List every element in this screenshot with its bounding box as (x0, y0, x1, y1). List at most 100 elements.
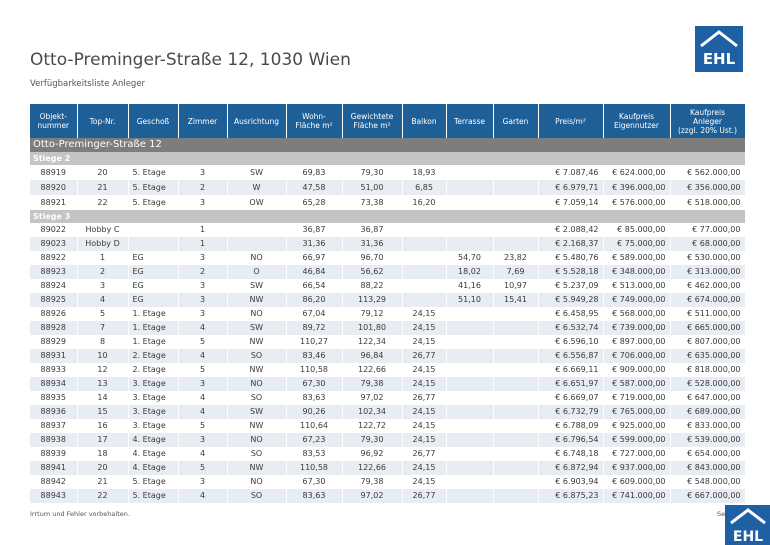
table-cell: 12 (77, 363, 129, 377)
table-cell (402, 293, 447, 307)
table-cell: 4 (178, 321, 228, 335)
table-row: 88921 22 5. Etage 3 OW 65,28 73,38 16,20 € 7.059… (30, 195, 746, 210)
table-cell: 56,62 (342, 265, 403, 279)
table-cell: 122,34 (342, 335, 403, 349)
column-header: Wohn- Fläche m² (286, 104, 343, 138)
column-header: Top-Nr. (77, 104, 129, 138)
table-cell (493, 237, 539, 251)
table-cell: 96,84 (342, 349, 403, 363)
column-header: Preis/m² (538, 104, 604, 138)
table-cell: NO (227, 307, 287, 321)
table-cell: 102,34 (342, 405, 403, 419)
table-cell: € 6.596,10 (538, 335, 604, 349)
table-cell: 26,77 (402, 391, 447, 405)
column-header: Objekt- nummer (30, 104, 78, 138)
table-cell: € 6.872,94 (538, 461, 604, 475)
column-header: Garten (493, 104, 539, 138)
table-cell: 79,12 (342, 307, 403, 321)
table-cell: 5 (178, 363, 228, 377)
table-cell: 88925 (30, 293, 78, 307)
table-cell: 4. Etage (128, 461, 179, 475)
table-cell: SW (227, 405, 287, 419)
table-row: 88924 3 EG 3 SW 66,54 88,22 41,16 10,97 € 5.237,0… (30, 279, 746, 293)
table-cell (493, 223, 539, 237)
table-cell: € 6.748,18 (538, 447, 604, 461)
table-cell (402, 279, 447, 293)
table-cell: 2. Etage (128, 349, 179, 363)
table-cell: 79,38 (342, 475, 403, 489)
table-cell: € 765.000,00 (603, 405, 671, 419)
table-cell: € 6.532,74 (538, 321, 604, 335)
table-cell: € 739.000,00 (603, 321, 671, 335)
column-header: Balkon (402, 104, 447, 138)
table-cell: NW (227, 419, 287, 433)
table-cell (446, 405, 494, 419)
table-cell (493, 489, 539, 503)
table-cell (493, 321, 539, 335)
table-cell: € 6.875,23 (538, 489, 604, 503)
table-cell: SO (227, 489, 287, 503)
table-cell: € 2.168,37 (538, 237, 604, 251)
table-cell: 3 (178, 279, 228, 293)
table-cell: € 7.059,14 (538, 195, 604, 210)
table-cell (446, 419, 494, 433)
footer-note: Irrtum und Fehler vorbehalten. (30, 510, 130, 518)
table-cell: 1. Etage (128, 335, 179, 349)
table-cell (446, 237, 494, 251)
table-cell: 67,04 (286, 307, 343, 321)
table-cell: 83,63 (286, 391, 343, 405)
table-cell: € 674.000,00 (670, 293, 746, 307)
table-cell: 88931 (30, 349, 78, 363)
table-cell: 20 (77, 165, 129, 180)
table-cell: € 654.000,00 (670, 447, 746, 461)
table-cell: € 528.000,00 (670, 377, 746, 391)
group-label: Stiege 2 (30, 152, 746, 165)
table-cell (446, 321, 494, 335)
table-cell: 4 (77, 293, 129, 307)
table-cell: € 356.000,00 (670, 180, 746, 195)
table-cell: 51,00 (342, 180, 403, 195)
table-cell (446, 180, 494, 195)
table-cell (402, 265, 447, 279)
table-cell: 113,29 (342, 293, 403, 307)
table-cell: 88921 (30, 195, 78, 210)
table-cell: € 348.000,00 (603, 265, 671, 279)
table-cell: 88942 (30, 475, 78, 489)
table-cell: 5. Etage (128, 489, 179, 503)
table-cell: 5 (178, 461, 228, 475)
table-cell: EG (128, 279, 179, 293)
table-cell: € 568.000,00 (603, 307, 671, 321)
table-row: 88925 4 EG 3 NW 86,20 113,29 51,10 15,41 € 5.949,… (30, 293, 746, 307)
table-cell: 110,58 (286, 363, 343, 377)
table-cell (493, 195, 539, 210)
table-cell (446, 391, 494, 405)
table-row: 88935 14 3. Etage 4 SO 83,63 97,02 26,77 € 6.669… (30, 391, 746, 405)
table-cell: 3. Etage (128, 391, 179, 405)
table-cell: € 576.000,00 (603, 195, 671, 210)
table-cell (446, 165, 494, 180)
table-cell: 4. Etage (128, 447, 179, 461)
table-cell: € 462.000,00 (670, 279, 746, 293)
table-cell: 101,80 (342, 321, 403, 335)
table-cell: 89,72 (286, 321, 343, 335)
group-label: Stiege 3 (30, 210, 746, 223)
table-cell: 88,22 (342, 279, 403, 293)
table-cell (446, 433, 494, 447)
table-cell: EG (128, 265, 179, 279)
table-cell (446, 489, 494, 503)
table-cell: OW (227, 195, 287, 210)
group-row: Stiege 3 (30, 210, 746, 223)
logo-graphic: EHL (730, 508, 766, 545)
table-cell: € 77.000,00 (670, 223, 746, 237)
table-cell: 88924 (30, 279, 78, 293)
table-cell: 8 (77, 335, 129, 349)
table-cell: € 5.949,28 (538, 293, 604, 307)
table-cell: € 833.000,00 (670, 419, 746, 433)
table-cell (446, 447, 494, 461)
table-cell: 3. Etage (128, 377, 179, 391)
table-cell: SW (227, 321, 287, 335)
table-cell: 67,30 (286, 475, 343, 489)
table-cell: € 5.237,09 (538, 279, 604, 293)
table-cell (446, 349, 494, 363)
table-cell: € 689.000,00 (670, 405, 746, 419)
